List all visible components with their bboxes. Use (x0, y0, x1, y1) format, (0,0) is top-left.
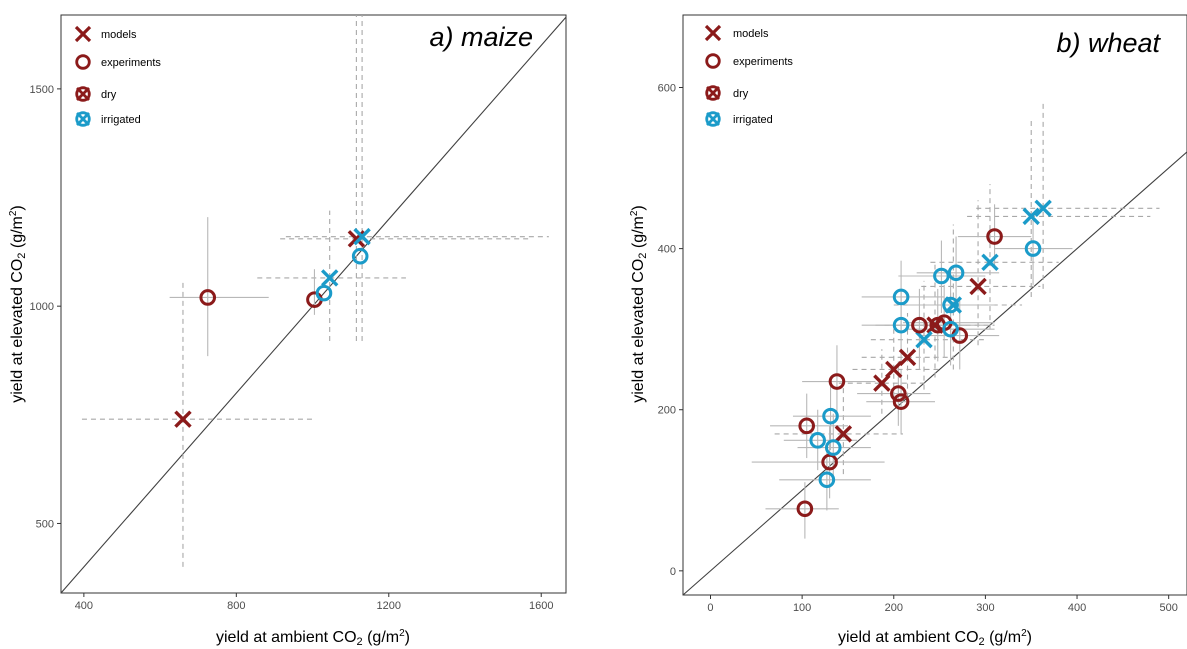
model-point-irrigated (1034, 199, 1052, 218)
model-point-irrigated (1022, 207, 1040, 226)
x-tick-label: 200 (885, 602, 903, 614)
y-tick-label: 400 (658, 244, 676, 256)
panel-title: a) maize (429, 22, 533, 52)
axis-ticks: 0 100 200 300 400 500 0 200 400 600 (658, 83, 1178, 615)
model-point-dry (873, 374, 891, 392)
x-axis-title: yield at ambient CO2 (g/m2) (216, 628, 410, 648)
legend-dry-label: dry (101, 89, 117, 101)
panel-wheat: 0 100 200 300 400 500 0 200 400 600 b) wheat yiel… (629, 14, 1187, 648)
legend-dry-label: dry (733, 88, 749, 100)
legend: models experiments dry irrigated (704, 24, 793, 127)
legend-irrigated-label: irrigated (101, 114, 141, 126)
model-point-irrigated (981, 253, 999, 272)
model-point-irrigated (320, 269, 339, 287)
x-axis-title: yield at ambient CO2 (g/m2) (838, 628, 1032, 648)
y-tick-label: 200 (658, 405, 676, 417)
x-tick-label: 1200 (377, 600, 401, 612)
experiment-point-irrigated (942, 296, 959, 314)
experiment-point-irrigated (892, 288, 910, 306)
legend-models-symbol (74, 25, 92, 43)
y-tick-label: 1000 (30, 301, 54, 313)
legend-models-symbol (704, 24, 722, 42)
data-markers (174, 227, 371, 428)
legend-irrigated-symbol (75, 111, 91, 127)
experiment-point-dry (892, 393, 910, 410)
y-tick-label: 0 (670, 566, 676, 578)
experiment-point-dry (199, 289, 217, 306)
legend-irrigated-symbol (705, 111, 721, 127)
experiment-point-dry (911, 316, 928, 334)
x-tick-label: 1600 (529, 600, 553, 612)
model-point-dry (898, 348, 917, 367)
axis-ticks: 400 800 1200 1600 500 1000 1500 (30, 84, 554, 612)
y-tick-label: 500 (36, 518, 54, 530)
legend-experiments-label: experiments (733, 56, 793, 68)
experiment-point-irrigated (942, 320, 959, 338)
experiment-point-dry (796, 500, 814, 518)
experiment-point-irrigated (315, 284, 333, 302)
experiment-point-irrigated (947, 264, 965, 282)
experiment-point-dry (828, 373, 846, 390)
panel-maize: 400 800 1200 1600 500 1000 1500 a) maize yield… (8, 14, 567, 648)
x-tick-label: 100 (793, 602, 811, 614)
model-point-dry (969, 277, 987, 296)
legend-experiments-symbol (705, 53, 721, 69)
error-bars (751, 103, 1160, 539)
data-markers (796, 199, 1052, 518)
legend-irrigated-label: irrigated (733, 114, 773, 126)
y-axis-title: yield at elevated CO2 (g/m2) (8, 205, 28, 403)
legend-dry-symbol (705, 85, 721, 101)
experiment-point-irrigated (1024, 240, 1042, 257)
legend-dry-symbol (75, 86, 91, 102)
experiment-point-irrigated (822, 407, 839, 425)
experiment-point-dry (986, 228, 1003, 245)
y-axis-title: yield at elevated CO2 (g/m2) (629, 205, 649, 403)
x-tick-label: 400 (75, 600, 93, 612)
x-tick-label: 400 (1068, 602, 1086, 614)
model-point-dry (885, 360, 903, 379)
x-tick-label: 300 (976, 602, 994, 614)
experiment-point-dry (890, 385, 907, 402)
legend-models-label: models (101, 29, 137, 41)
y-tick-label: 600 (658, 83, 676, 95)
x-tick-label: 800 (227, 600, 245, 612)
experiment-point-irrigated (892, 316, 910, 334)
model-point-irrigated (915, 330, 933, 349)
x-tick-label: 0 (707, 602, 713, 614)
model-point-irrigated (353, 227, 371, 246)
legend-experiments-label: experiments (101, 57, 161, 69)
experiment-point-irrigated (818, 471, 836, 489)
model-point-dry (834, 425, 853, 443)
panel-title: b) wheat (1056, 28, 1161, 58)
experiment-point-irrigated (351, 247, 369, 265)
x-tick-label: 500 (1159, 602, 1177, 614)
model-point-dry (174, 410, 192, 428)
experiment-point-irrigated (824, 439, 842, 456)
experiment-point-irrigated (933, 267, 950, 285)
experiment-point-dry (821, 453, 838, 471)
y-tick-label: 1500 (30, 84, 54, 96)
legend: models experiments dry irrigated (74, 25, 161, 127)
legend-experiments-symbol (75, 54, 91, 70)
legend-models-label: models (733, 28, 769, 40)
experiment-point-irrigated (809, 432, 827, 449)
experiment-point-dry (798, 417, 816, 435)
